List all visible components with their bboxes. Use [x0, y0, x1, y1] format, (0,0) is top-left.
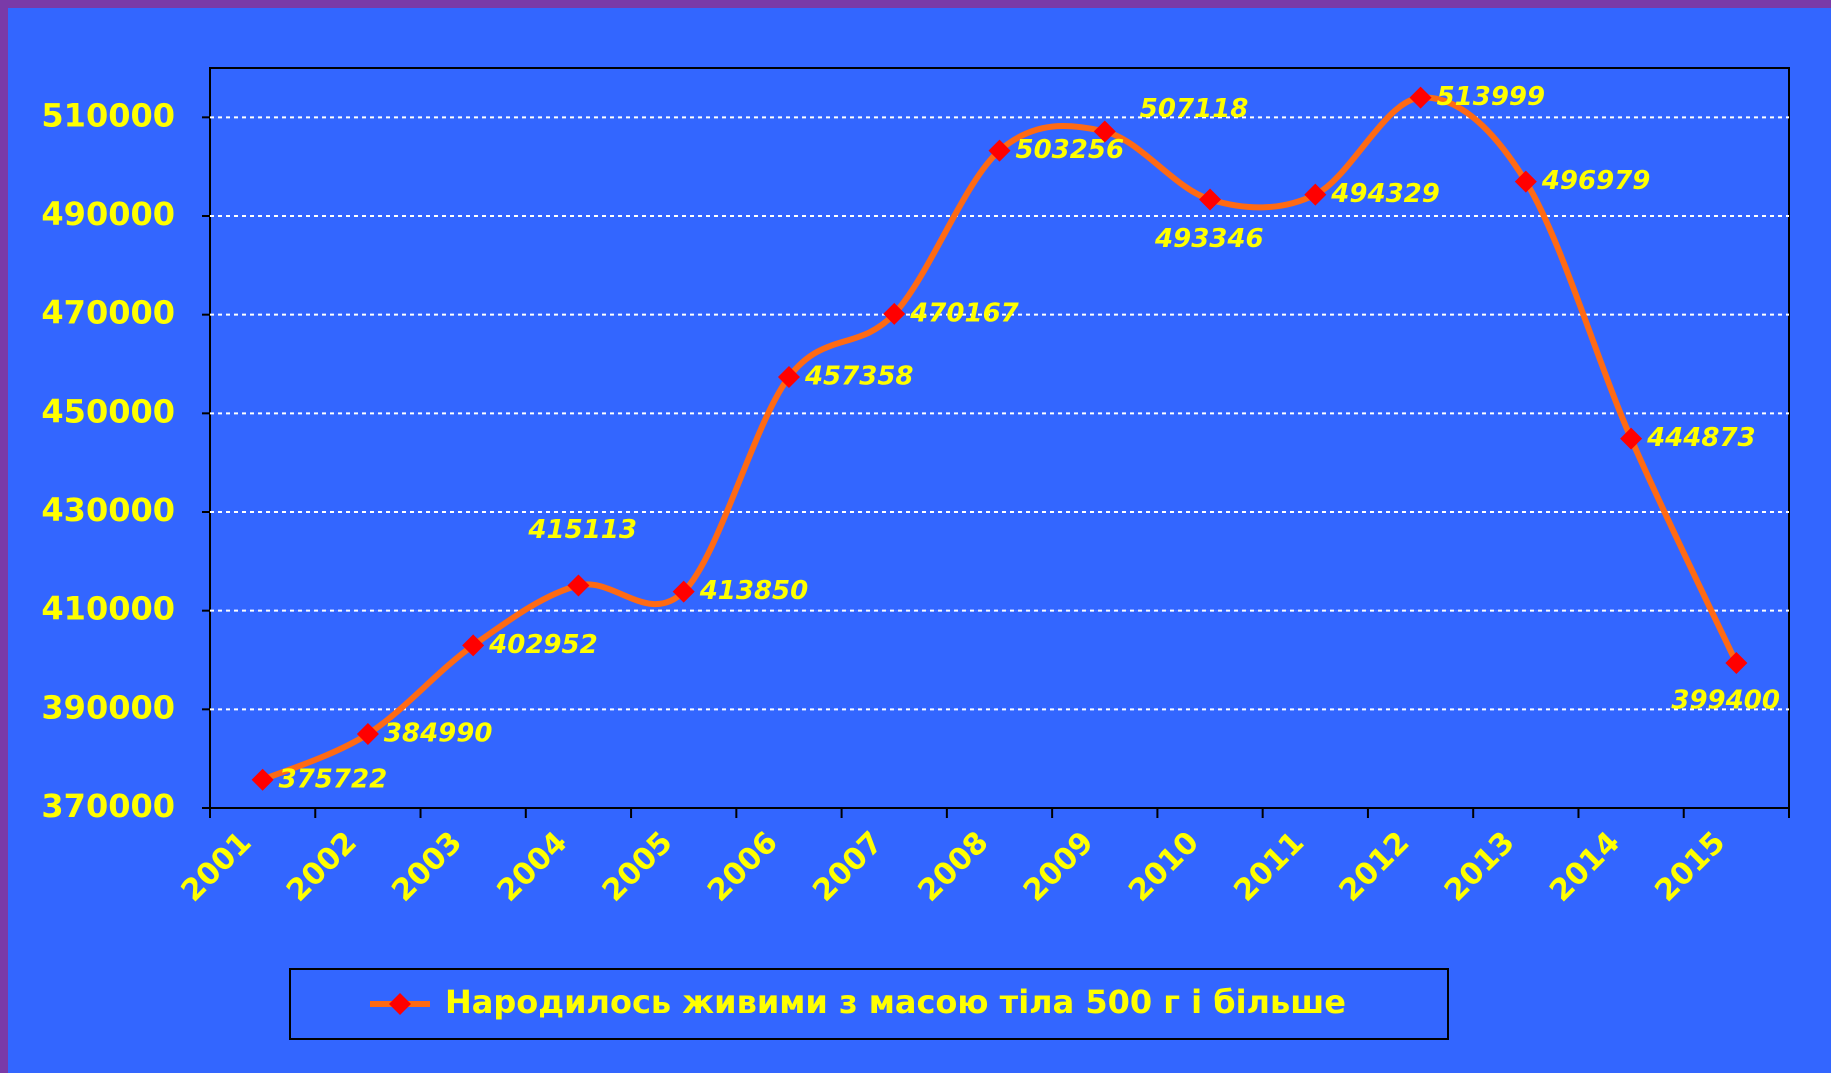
legend-marker: [389, 993, 411, 1015]
marker: [988, 139, 1011, 162]
data-label: 375722: [279, 764, 388, 794]
data-label: 470167: [909, 298, 1019, 328]
data-label: 457358: [804, 362, 914, 392]
y-tick-label: 450000: [41, 392, 175, 430]
data-label: 493346: [1154, 224, 1264, 254]
marker: [567, 574, 590, 597]
y-tick-label: 470000: [41, 294, 175, 332]
data-label: 402952: [488, 630, 598, 660]
marker: [1514, 170, 1537, 193]
marker: [1409, 86, 1432, 109]
marker: [672, 580, 695, 603]
data-label: 384990: [384, 719, 493, 749]
data-label: 399400: [1671, 685, 1780, 715]
y-tick-label: 410000: [41, 590, 175, 628]
marker: [1199, 188, 1222, 211]
y-tick-label: 430000: [41, 491, 175, 529]
y-tick-label: 390000: [41, 688, 175, 726]
marker: [1304, 183, 1327, 206]
legend-label: Народилось живими з масою тіла 500 г і б…: [445, 983, 1346, 1021]
data-label: 415113: [527, 515, 637, 545]
y-tick-label: 510000: [41, 96, 175, 134]
y-tick-label: 370000: [41, 787, 175, 825]
data-label: 444873: [1646, 423, 1756, 453]
data-label: 503256: [1016, 135, 1125, 165]
marker: [777, 366, 800, 389]
data-label: 496979: [1541, 166, 1651, 196]
y-tick-label: 490000: [41, 195, 175, 233]
data-label: 494329: [1330, 179, 1440, 209]
marker: [1620, 427, 1643, 450]
legend-box: [289, 968, 1449, 1040]
marker: [462, 634, 485, 657]
marker: [883, 302, 906, 325]
marker: [1093, 120, 1116, 143]
marker: [356, 723, 379, 746]
data-label: 507118: [1140, 94, 1249, 124]
data-label: 513999: [1437, 82, 1546, 112]
marker: [251, 768, 274, 791]
marker: [1725, 651, 1748, 674]
data-label: 413850: [699, 576, 809, 606]
